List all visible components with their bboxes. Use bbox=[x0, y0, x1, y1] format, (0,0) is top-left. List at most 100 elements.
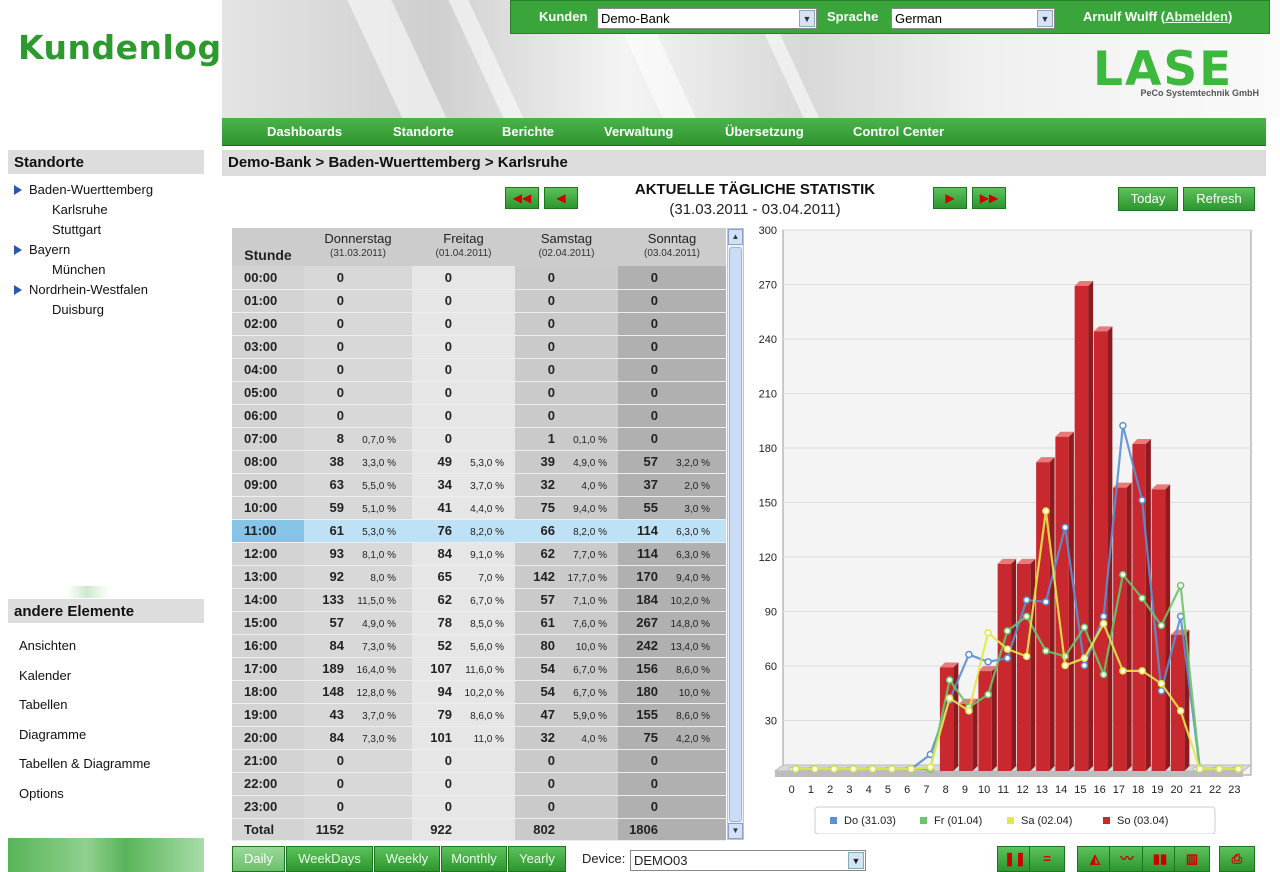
print-button[interactable]: ⎙ bbox=[1219, 846, 1255, 872]
cell-count: 75 bbox=[643, 730, 658, 745]
refresh-button[interactable]: Refresh bbox=[1183, 187, 1255, 211]
value-cell: 32 4,0 % bbox=[515, 726, 618, 750]
x-tick-label: 14 bbox=[1055, 784, 1067, 796]
cell-count: 0 bbox=[444, 431, 452, 446]
area-chart-button[interactable]: ◭ bbox=[1077, 846, 1113, 872]
equal-button[interactable]: = bbox=[1029, 846, 1065, 872]
table-scrollbar[interactable]: ▲ ▼ bbox=[727, 228, 744, 840]
tab-weekly[interactable]: Weekly bbox=[374, 846, 440, 872]
line-chart-button[interactable]: 〰 bbox=[1109, 846, 1145, 872]
tree-item[interactable]: Bayern bbox=[8, 240, 204, 260]
table-row[interactable]: 17:00 189 16,4,0 % 107 11,6,0 % 54 6,7,0 % 156 8… bbox=[232, 657, 726, 681]
cell-percent: 7,3,0 % bbox=[362, 642, 396, 653]
tab-weekdays[interactable]: WeekDays bbox=[286, 846, 373, 872]
value-cell: 184 10,2,0 % bbox=[618, 588, 726, 612]
table-row[interactable]: 22:00 0 0 0 0 bbox=[232, 772, 726, 796]
table-row[interactable]: 07:00 8 0,7,0 % 0 1 0,1,0 % 0 bbox=[232, 427, 726, 451]
table-row[interactable]: 00:00 0 0 0 0 bbox=[232, 266, 726, 290]
expand-triangle-icon[interactable] bbox=[14, 245, 22, 255]
logout-link[interactable]: Abmelden bbox=[1165, 9, 1228, 24]
tree-item[interactable]: Baden-Wuerttemberg bbox=[8, 180, 204, 200]
next-page-button[interactable]: ▶ bbox=[933, 187, 967, 209]
cell-count: 0 bbox=[547, 362, 555, 377]
tab-daily[interactable]: Daily bbox=[232, 846, 285, 872]
table-row[interactable]: 03:00 0 0 0 0 bbox=[232, 335, 726, 359]
series-point bbox=[1099, 612, 1108, 621]
table-row[interactable]: 10:00 59 5,1,0 % 41 4,4,0 % 75 9,4,0 % 55 3,0 % bbox=[232, 496, 726, 520]
tab-monthly[interactable]: Monthly bbox=[441, 846, 507, 872]
table-row[interactable]: 05:00 0 0 0 0 bbox=[232, 381, 726, 405]
tree-item[interactable]: Karlsruhe bbox=[8, 200, 204, 220]
value-cell: 107 11,6,0 % bbox=[412, 657, 515, 681]
table-row[interactable]: 04:00 0 0 0 0 bbox=[232, 358, 726, 382]
other-element-item[interactable]: Tabellen bbox=[19, 697, 68, 713]
table-row[interactable]: 06:00 0 0 0 0 bbox=[232, 404, 726, 428]
bar-chart-button[interactable]: ▮▮ bbox=[1142, 846, 1178, 872]
table-row[interactable]: 08:00 38 3,3,0 % 49 5,3,0 % 39 4,9,0 % 57 3,2,0 … bbox=[232, 450, 726, 474]
stats-title: AKTUELLE TÄGLICHE STATISTIK bbox=[634, 181, 876, 198]
cell-percent: 9,1,0 % bbox=[470, 550, 504, 561]
table-row[interactable]: 14:00 133 11,5,0 % 62 6,7,0 % 57 7,1,0 % 184 10,… bbox=[232, 588, 726, 612]
expand-triangle-icon[interactable] bbox=[14, 285, 22, 295]
nav-verwaltung[interactable]: Verwaltung bbox=[604, 124, 674, 139]
table-row[interactable]: 12:00 93 8,1,0 % 84 9,1,0 % 62 7,7,0 % 114 6,3,0… bbox=[232, 542, 726, 566]
value-cell: 0 bbox=[304, 312, 412, 336]
x-tick-label: 10 bbox=[978, 784, 990, 796]
table-row[interactable]: 20:00 84 7,3,0 % 101 11,0 % 32 4,0 % 75 4,2,0 % bbox=[232, 726, 726, 750]
other-element-item[interactable]: Options bbox=[19, 785, 64, 801]
sprache-label: Sprache bbox=[827, 9, 879, 24]
equals-icon: = bbox=[1043, 851, 1051, 866]
sprache-select[interactable]: German ▼ bbox=[891, 8, 1055, 29]
table-row[interactable]: 16:00 84 7,3,0 % 52 5,6,0 % 80 10,0 % 242 13,4,0… bbox=[232, 634, 726, 658]
cell-count: 0 bbox=[444, 293, 452, 308]
table-row[interactable]: 18:00 148 12,8,0 % 94 10,2,0 % 54 6,7,0 % 180 10… bbox=[232, 680, 726, 704]
nav-berichte[interactable]: Berichte bbox=[502, 124, 555, 139]
other-element-item[interactable]: Ansichten bbox=[19, 638, 77, 653]
value-cell: 0 bbox=[515, 335, 618, 359]
total-value: 1152 bbox=[315, 821, 344, 837]
table-row[interactable]: 21:00 0 0 0 0 bbox=[232, 749, 726, 773]
bar-mark bbox=[1036, 462, 1050, 771]
nav-uebersetzung[interactable]: Übersetzung bbox=[725, 124, 804, 139]
table-row[interactable]: 15:00 57 4,9,0 % 78 8,5,0 % 61 7,6,0 % 267 14,8,… bbox=[232, 611, 726, 635]
other-element-item[interactable]: Kalender bbox=[19, 667, 72, 683]
nav-control-center[interactable]: Control Center bbox=[853, 124, 944, 139]
stacked-chart-button[interactable]: ▥ bbox=[1174, 846, 1210, 872]
tree-item[interactable]: Duisburg bbox=[8, 300, 204, 320]
table-row[interactable]: 13:00 92 8,0 % 65 7,0 % 142 17,7,0 % 170 9,4,0 % bbox=[232, 565, 726, 589]
tree-item[interactable]: Nordrhein-Westfalen bbox=[8, 280, 204, 300]
tab-yearly[interactable]: Yearly bbox=[508, 846, 566, 872]
table-row[interactable]: 11:00 61 5,3,0 % 76 8,2,0 % 66 8,2,0 % 114 6,3,0… bbox=[232, 519, 726, 543]
other-element-item[interactable]: Tabellen & Diagramme bbox=[19, 756, 151, 772]
scroll-up-icon[interactable]: ▲ bbox=[728, 229, 743, 245]
today-button[interactable]: Today bbox=[1118, 187, 1178, 211]
day-name: Freitag bbox=[443, 231, 484, 246]
last-page-button[interactable]: ▶▶ bbox=[972, 187, 1006, 209]
scroll-down-icon[interactable]: ▼ bbox=[728, 823, 743, 839]
table-row[interactable]: 09:00 63 5,5,0 % 34 3,7,0 % 32 4,0 % 37 2,0 % bbox=[232, 473, 726, 497]
table-row[interactable]: 01:00 0 0 0 0 bbox=[232, 289, 726, 313]
kunden-select[interactable]: Demo-Bank ▼ bbox=[597, 8, 817, 29]
device-select[interactable]: DEMO03 ▼ bbox=[630, 850, 866, 871]
bar-top bbox=[1055, 431, 1074, 437]
expand-triangle-icon[interactable] bbox=[14, 185, 22, 195]
cell-count: 0 bbox=[547, 408, 555, 423]
nav-standorte[interactable]: Standorte bbox=[393, 124, 454, 139]
value-cell: 62 7,7,0 % bbox=[515, 542, 618, 566]
prev-page-button[interactable]: ◀ bbox=[544, 187, 578, 209]
day-date: (31.03.2011) bbox=[330, 248, 386, 259]
value-cell: 76 8,2,0 % bbox=[412, 519, 515, 543]
nav-dashboards[interactable]: Dashboards bbox=[267, 124, 343, 139]
table-row[interactable]: 19:00 43 3,7,0 % 79 8,6,0 % 47 5,9,0 % 155 8,6,0… bbox=[232, 703, 726, 727]
cell-count: 0 bbox=[444, 269, 452, 285]
first-page-button[interactable]: ◀◀ bbox=[505, 187, 539, 209]
pause-button[interactable]: ❚❚ bbox=[997, 846, 1033, 872]
tree-item[interactable]: Stuttgart bbox=[8, 220, 204, 240]
cell-count: 0 bbox=[444, 385, 452, 400]
table-row[interactable]: 23:00 0 0 0 0 bbox=[232, 795, 726, 819]
tree-item[interactable]: München bbox=[8, 260, 204, 280]
cell-count: 8 bbox=[336, 431, 344, 446]
other-element-item[interactable]: Diagramme bbox=[19, 726, 87, 742]
scroll-thumb[interactable] bbox=[729, 247, 742, 822]
table-row[interactable]: 02:00 0 0 0 0 bbox=[232, 312, 726, 336]
